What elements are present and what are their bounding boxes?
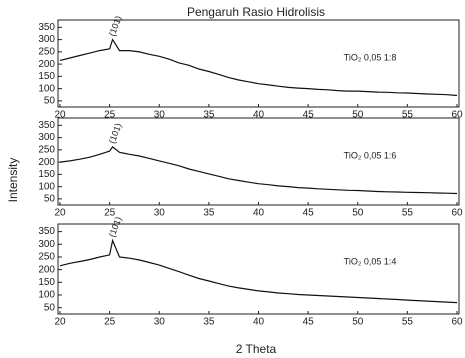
xrd-line bbox=[59, 146, 458, 195]
x-tick-label: 30 bbox=[154, 208, 166, 219]
peak-annotation: (101) bbox=[107, 215, 124, 238]
x-tick-label: 20 bbox=[54, 317, 66, 328]
x-tick-label: 20 bbox=[54, 110, 66, 121]
x-tick-label: 30 bbox=[154, 110, 166, 121]
y-tick-label: 300 bbox=[38, 239, 55, 250]
x-tick-label: 25 bbox=[104, 208, 116, 219]
y-tick-label: 350 bbox=[38, 22, 55, 33]
xrd-line bbox=[59, 238, 458, 304]
x-tick-label: 45 bbox=[303, 317, 315, 328]
y-tick-label: 150 bbox=[38, 71, 55, 82]
plot-frame bbox=[57, 19, 460, 108]
xrd-line bbox=[59, 38, 458, 97]
y-tick-label: 300 bbox=[38, 34, 55, 45]
sample-label: TiO₂ 0,05 1:4 bbox=[344, 256, 397, 266]
peak-annotation: (101) bbox=[107, 14, 124, 37]
y-tick-label: 250 bbox=[38, 46, 55, 57]
y-tick-label: 100 bbox=[38, 83, 55, 94]
y-tick-label: 50 bbox=[44, 96, 56, 107]
x-tick-label: 40 bbox=[253, 110, 265, 121]
x-tick-label: 40 bbox=[253, 317, 265, 328]
y-tick-label: 250 bbox=[38, 252, 55, 263]
y-tick-label: 350 bbox=[38, 120, 55, 131]
x-tick-label: 45 bbox=[303, 110, 315, 121]
sample-label: TiO₂ 0,05 1:8 bbox=[344, 52, 397, 62]
chart-title: Pengaruh Rasio Hidrolisis bbox=[187, 5, 325, 19]
x-tick-label: 50 bbox=[352, 208, 364, 219]
y-tick-label: 50 bbox=[44, 302, 56, 313]
y-tick-label: 200 bbox=[38, 264, 55, 275]
x-tick-label: 35 bbox=[203, 208, 215, 219]
y-tick-label: 100 bbox=[38, 181, 55, 192]
x-tick-label: 60 bbox=[451, 110, 463, 121]
x-tick-label: 55 bbox=[402, 110, 414, 121]
y-tick-label: 50 bbox=[44, 194, 56, 205]
sample-label: TiO₂ 0,05 1:6 bbox=[344, 150, 397, 160]
x-tick-label: 20 bbox=[54, 208, 66, 219]
x-tick-label: 25 bbox=[104, 110, 116, 121]
plot-frame bbox=[57, 223, 460, 315]
x-tick-label: 25 bbox=[104, 317, 116, 328]
x-tick-label: 45 bbox=[303, 208, 315, 219]
x-tick-label: 60 bbox=[451, 317, 463, 328]
y-tick-label: 100 bbox=[38, 290, 55, 301]
y-tick-label: 200 bbox=[38, 157, 55, 168]
x-tick-label: 30 bbox=[154, 317, 166, 328]
x-tick-label: 50 bbox=[352, 110, 364, 121]
y-tick-label: 350 bbox=[38, 226, 55, 237]
x-tick-label: 50 bbox=[352, 317, 364, 328]
x-axis-label: 2 Theta bbox=[236, 342, 277, 356]
y-tick-label: 150 bbox=[38, 277, 55, 288]
x-tick-label: 35 bbox=[203, 110, 215, 121]
x-tick-label: 60 bbox=[451, 208, 463, 219]
y-tick-label: 250 bbox=[38, 144, 55, 155]
y-tick-label: 300 bbox=[38, 132, 55, 143]
peak-annotation: (101) bbox=[107, 122, 124, 145]
x-tick-label: 40 bbox=[253, 208, 265, 219]
y-tick-label: 150 bbox=[38, 169, 55, 180]
x-tick-label: 55 bbox=[402, 317, 414, 328]
x-tick-label: 55 bbox=[402, 208, 414, 219]
y-tick-label: 200 bbox=[38, 59, 55, 70]
y-axis-label: Intensity bbox=[6, 158, 20, 203]
x-tick-label: 35 bbox=[203, 317, 215, 328]
